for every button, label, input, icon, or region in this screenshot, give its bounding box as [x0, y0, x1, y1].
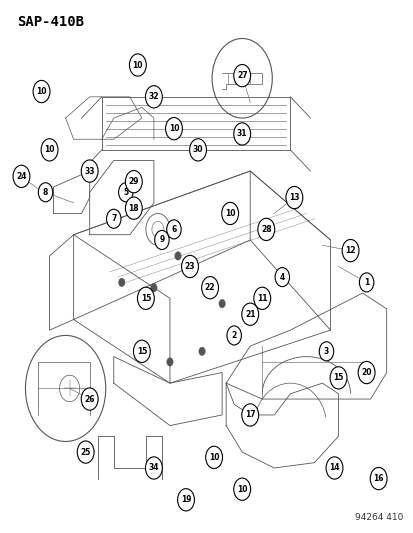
Circle shape [341, 239, 358, 262]
Circle shape [137, 287, 154, 310]
Text: 10: 10 [44, 146, 55, 155]
Circle shape [226, 326, 241, 345]
Circle shape [233, 123, 250, 145]
Text: 18: 18 [128, 204, 139, 213]
Circle shape [118, 183, 133, 202]
Text: 32: 32 [148, 92, 159, 101]
Text: 27: 27 [236, 71, 247, 80]
Text: 10: 10 [236, 484, 247, 494]
Circle shape [133, 340, 150, 362]
Circle shape [241, 404, 258, 426]
Circle shape [174, 252, 181, 260]
Circle shape [198, 347, 205, 356]
Circle shape [166, 220, 181, 239]
Circle shape [241, 303, 258, 325]
Circle shape [329, 367, 346, 389]
Circle shape [154, 230, 169, 249]
Text: 19: 19 [180, 495, 191, 504]
Text: 5: 5 [123, 188, 128, 197]
Circle shape [201, 277, 218, 299]
Circle shape [357, 361, 374, 384]
Circle shape [165, 117, 182, 140]
Circle shape [13, 165, 30, 188]
Text: 25: 25 [80, 448, 90, 457]
Text: 29: 29 [128, 177, 139, 186]
Circle shape [166, 358, 173, 366]
Text: 10: 10 [132, 61, 143, 69]
Circle shape [358, 273, 373, 292]
Text: 12: 12 [344, 246, 355, 255]
Circle shape [145, 457, 162, 479]
Circle shape [38, 183, 52, 202]
Text: 17: 17 [244, 410, 255, 419]
Text: 3: 3 [323, 347, 328, 356]
Text: 7: 7 [111, 214, 116, 223]
Circle shape [369, 467, 386, 490]
Circle shape [81, 160, 98, 182]
Circle shape [41, 139, 58, 161]
Text: 22: 22 [204, 283, 215, 292]
Circle shape [233, 64, 250, 87]
Circle shape [150, 284, 157, 292]
Text: 23: 23 [184, 262, 195, 271]
Circle shape [181, 255, 198, 278]
Text: 15: 15 [332, 373, 343, 382]
Circle shape [81, 388, 98, 410]
Circle shape [77, 441, 94, 463]
Text: 10: 10 [169, 124, 179, 133]
Text: 4: 4 [279, 272, 284, 281]
Text: 24: 24 [16, 172, 27, 181]
Circle shape [145, 86, 162, 108]
Circle shape [218, 300, 225, 308]
Text: 1: 1 [363, 278, 368, 287]
Text: 15: 15 [140, 294, 151, 303]
Text: 6: 6 [171, 225, 176, 234]
Text: 14: 14 [328, 464, 339, 472]
Text: 16: 16 [373, 474, 383, 483]
Text: 10: 10 [224, 209, 235, 218]
Text: 30: 30 [192, 146, 203, 155]
Circle shape [189, 139, 206, 161]
Circle shape [275, 268, 289, 287]
Circle shape [125, 171, 142, 193]
Text: 31: 31 [236, 130, 247, 139]
Circle shape [233, 478, 250, 500]
Circle shape [221, 203, 238, 224]
Text: 21: 21 [244, 310, 255, 319]
Circle shape [285, 187, 302, 209]
Circle shape [129, 54, 146, 76]
Text: 9: 9 [159, 236, 164, 245]
Text: 26: 26 [84, 394, 95, 403]
Text: 8: 8 [43, 188, 48, 197]
Text: 28: 28 [260, 225, 271, 234]
Circle shape [253, 287, 270, 310]
Text: SAP-410B: SAP-410B [17, 14, 84, 29]
Circle shape [125, 197, 142, 219]
Text: 15: 15 [136, 347, 147, 356]
Circle shape [177, 489, 194, 511]
Circle shape [106, 209, 121, 228]
Text: 11: 11 [256, 294, 267, 303]
Circle shape [33, 80, 50, 103]
Text: 33: 33 [84, 166, 95, 175]
Text: 34: 34 [148, 464, 159, 472]
Circle shape [257, 218, 274, 240]
Circle shape [318, 342, 333, 361]
Text: 10: 10 [208, 453, 219, 462]
Text: 20: 20 [361, 368, 371, 377]
Text: 94264 410: 94264 410 [354, 513, 402, 522]
Text: 2: 2 [231, 331, 236, 340]
Circle shape [325, 457, 342, 479]
Text: 13: 13 [288, 193, 299, 202]
Text: 10: 10 [36, 87, 47, 96]
Circle shape [118, 278, 125, 287]
Circle shape [205, 446, 222, 469]
